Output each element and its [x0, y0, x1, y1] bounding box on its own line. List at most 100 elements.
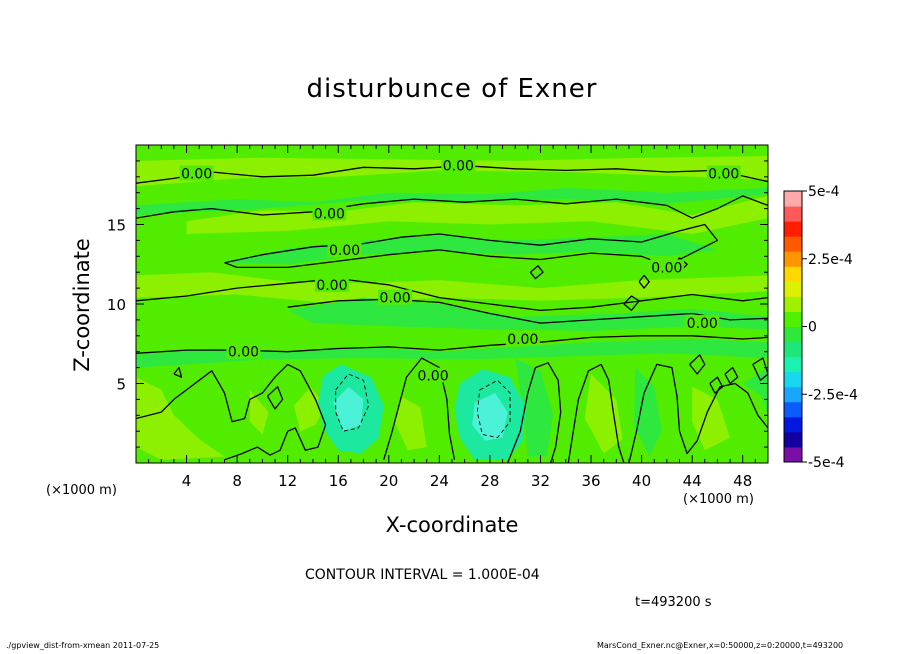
- colorbar: 5e-4 2.5e-4 0 -2.5e-4 -5e-4: [783, 184, 858, 471]
- x-unit-label-left: (×1000 m): [46, 483, 117, 498]
- field-region: [634, 367, 662, 457]
- contour-line: [506, 362, 562, 463]
- contour-line: [266, 386, 284, 410]
- contour-label: 0.00: [228, 345, 259, 361]
- colorbar-swatch: [784, 386, 802, 403]
- contour-label-background: [378, 289, 413, 305]
- contour-label-background: [226, 343, 261, 359]
- field-region: [136, 156, 768, 187]
- colorbar-swatch: [784, 341, 802, 358]
- field-region: [186, 195, 768, 234]
- field-region: [692, 386, 731, 451]
- contour-line: [383, 357, 456, 460]
- colorbar-swatch: [784, 311, 802, 327]
- x-tick-label: 32: [531, 472, 550, 490]
- x-axis-ticks: 4 8 12 16 20 24 28 32 36 40 44 48: [148, 145, 756, 490]
- contour-label: 0.00: [329, 243, 360, 259]
- colorbar-swatch: [784, 371, 802, 388]
- contour-line: [136, 277, 768, 312]
- colorbar-tick-label: 0: [808, 320, 817, 336]
- x-tick-label: 40: [632, 472, 651, 490]
- contour-label-background: [505, 330, 540, 346]
- contour-label-background: [649, 259, 684, 275]
- contour-line: [689, 354, 706, 375]
- x-tick-label: 8: [232, 472, 242, 490]
- x-tick-label: 24: [430, 472, 449, 490]
- contour-line: [136, 195, 768, 219]
- x-tick-label: 48: [733, 472, 752, 490]
- field-region: [584, 374, 623, 454]
- contour-label: 0.00: [507, 332, 538, 348]
- contour-label-background: [314, 276, 349, 292]
- colorbar-swatch: [784, 236, 802, 252]
- colorbar-tick-label: 2.5e-4: [808, 252, 853, 268]
- y-tick-label: 5: [116, 376, 126, 394]
- x-tick-label: 4: [182, 472, 192, 490]
- contour-line: [623, 295, 640, 312]
- contour-line: [567, 363, 625, 463]
- field-region: [136, 377, 225, 460]
- contour-line: [224, 223, 719, 269]
- contour-line: [335, 373, 370, 432]
- contour-line: [136, 165, 768, 184]
- time-note: t=493200 s: [635, 595, 712, 610]
- contour-label-background: [179, 165, 214, 181]
- contour-label: 0.00: [417, 369, 448, 385]
- contour-line: [709, 376, 724, 394]
- contour-label-background: [312, 205, 347, 221]
- contour-line: [476, 379, 511, 439]
- contour-line: [752, 357, 768, 381]
- contour-label: 0.00: [687, 316, 718, 332]
- x-tick-label: 28: [480, 472, 499, 490]
- contour-labels: 0.00 0.00 0.00 0.00 0.00 0.00 0.00 0.00 0.00 0.00…: [179, 157, 741, 385]
- field-region: [287, 297, 768, 331]
- colorbar-swatch: [784, 446, 802, 463]
- colorbar-swatch: [784, 251, 802, 267]
- colorbar-swatch: [784, 281, 802, 297]
- colorbar-tick-label: -5e-4: [808, 455, 845, 471]
- y-axis-ticks: 5 10 15: [107, 160, 768, 448]
- contour-line: [628, 363, 768, 463]
- contour-line: [136, 363, 327, 461]
- contour-label-background: [327, 241, 362, 257]
- contour-label: 0.00: [443, 159, 474, 175]
- colorbar-swatch: [784, 191, 802, 207]
- contour-label: 0.00: [181, 167, 212, 183]
- field-region: [294, 386, 326, 432]
- colorbar-swatch: [784, 431, 802, 448]
- colorbar-swatch: [784, 221, 802, 237]
- contour-label: 0.00: [316, 278, 347, 294]
- field-region: [333, 386, 364, 432]
- contour-label-background: [416, 367, 451, 383]
- field-region: [224, 234, 718, 265]
- colorbar-swatch: [784, 356, 802, 373]
- footer-right: MarsCond_Exner.nc@Exner,x=0:50000,z=0:20…: [597, 641, 844, 650]
- y-tick-label: 15: [107, 217, 126, 235]
- x-tick-label: 44: [683, 472, 702, 490]
- field-region: [249, 389, 269, 435]
- field-region: [515, 358, 554, 457]
- contour-label-background: [685, 315, 720, 331]
- colorbar-tick-label: -2.5e-4: [808, 387, 858, 403]
- colorbar-swatch: [784, 266, 802, 282]
- field-region: [136, 339, 768, 368]
- contour-line: [529, 265, 544, 280]
- field-shading: [136, 145, 768, 463]
- colorbar-swatch: [784, 326, 802, 343]
- colorbar-tick-label: 5e-4: [808, 184, 840, 200]
- contour-line: [724, 366, 739, 385]
- field-region: [395, 396, 427, 451]
- footer-left: ./gpview_dist-from-xmean 2011-07-25: [6, 641, 160, 650]
- x-tick-label: 12: [278, 472, 297, 490]
- x-tick-label: 36: [581, 472, 600, 490]
- contour-label-background: [441, 157, 476, 173]
- colorbar-swatch: [784, 206, 802, 222]
- contour-label-background: [706, 165, 741, 181]
- colorbar-swatch: [784, 401, 802, 418]
- plot-area: 0.00 0.00 0.00 0.00 0.00 0.00 0.00 0.00 0.00 0.00…: [107, 144, 769, 490]
- contour-label: 0.00: [314, 206, 345, 222]
- x-tick-label: 20: [379, 472, 398, 490]
- field-region: [136, 272, 768, 304]
- contour-line: [638, 274, 650, 289]
- contour-line: [173, 366, 183, 378]
